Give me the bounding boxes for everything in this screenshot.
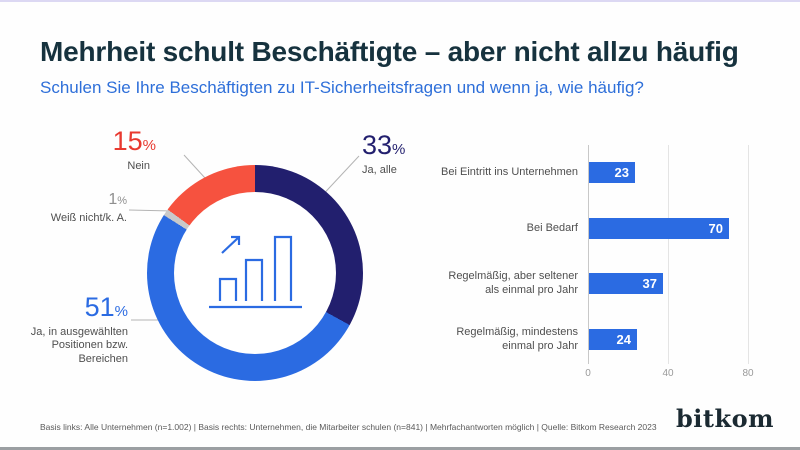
donut-chart: 33% Ja, alle 15% Nein 1% Weiß nicht/k. A…	[0, 2, 440, 447]
gridline-80	[748, 145, 749, 364]
bar-regelmaessig-mindestens: 24	[589, 329, 637, 350]
bar-bei-eintritt: 23	[589, 162, 635, 183]
segment-value: 51	[84, 292, 115, 322]
x-axis-tick: 80	[742, 368, 754, 379]
bar-value: 37	[642, 276, 657, 291]
bar-value: 23	[614, 165, 629, 180]
percent-sign: %	[117, 195, 127, 207]
segment-label: Weiß nicht/k. A.	[50, 211, 127, 224]
donut-hole	[174, 192, 336, 354]
donut-label-nein: 15% Nein	[60, 126, 156, 173]
bar-value: 24	[616, 332, 631, 347]
segment-value: 15	[112, 126, 143, 156]
donut-label-ja-ausgewaehlte: 51% Ja, in ausgewählten Positionen bzw. …	[27, 292, 128, 367]
source-note: Basis links: Alle Unternehmen (n=1.002) …	[40, 422, 657, 432]
percent-sign: %	[142, 137, 156, 154]
bar-category-label: Bei Bedarf	[526, 221, 578, 234]
bar-category-label: Bei Eintritt ins Unternehmen	[441, 165, 578, 178]
donut-ring	[147, 165, 363, 381]
gridline-40	[668, 145, 669, 364]
donut-label-ja-alle: 33% Ja, alle	[362, 130, 406, 177]
bar-category-label: Regelmäßig, aber seltener als einmal pro…	[448, 269, 578, 296]
gridline-0	[588, 145, 589, 364]
bar-bei-bedarf: 70	[589, 218, 729, 239]
donut-label-weiss-nicht: 1% Weiß nicht/k. A.	[28, 191, 127, 225]
segment-label: Nein	[127, 159, 150, 172]
x-axis-tick: 0	[585, 368, 591, 379]
growth-bar-chart-icon	[208, 235, 302, 309]
percent-sign: %	[392, 141, 406, 158]
page-title: Mehrheit schult Beschäftigte – aber nich…	[40, 36, 739, 67]
segment-label: Ja, alle	[362, 163, 397, 176]
survey-question: Schulen Sie Ihre Beschäftigten zu IT-Sic…	[40, 78, 644, 97]
x-axis-tick: 40	[662, 368, 674, 379]
bar-regelmaessig-seltener: 37	[589, 273, 663, 294]
segment-label: Ja, in ausgewählten Positionen bzw. Bere…	[30, 325, 128, 366]
segment-value: 1	[108, 191, 118, 208]
percent-sign: %	[114, 303, 128, 320]
bar-value: 70	[708, 221, 723, 236]
bitkom-logo: bitkom	[675, 404, 774, 433]
bar-category-label: Regelmäßig, mindestens einmal pro Jahr	[456, 325, 578, 352]
segment-value: 33	[362, 130, 393, 160]
